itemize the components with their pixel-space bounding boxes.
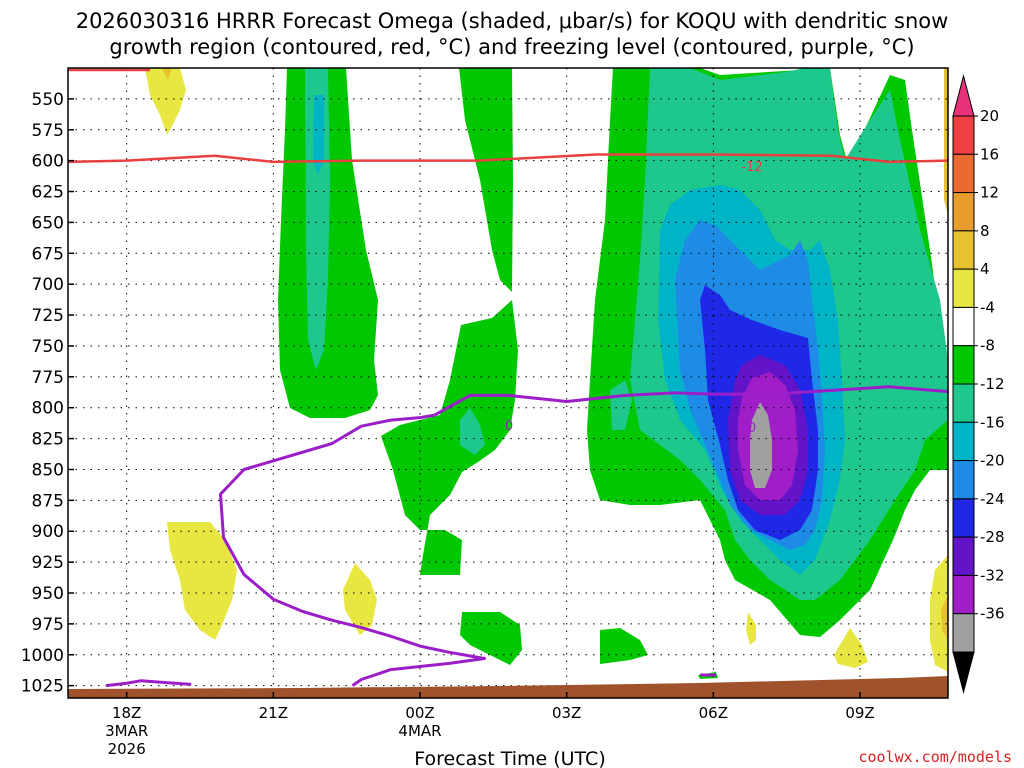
y-tick-label: 600	[32, 152, 64, 172]
omega-region-orange-1	[162, 68, 172, 80]
x-tick-label: 21Z	[259, 704, 288, 722]
omega-region-orange-6	[941, 595, 948, 640]
x-tick-label: 18Z	[112, 704, 141, 722]
colorbar-swatch	[952, 306, 975, 347]
plot-frame	[67, 67, 949, 699]
credit-text: coolwx.com/models	[858, 748, 1012, 766]
colorbar-label: -12	[980, 375, 1005, 393]
ground-surface	[68, 676, 948, 698]
y-tick-label: 675	[32, 244, 64, 264]
y-tick-label: 975	[32, 615, 64, 635]
freezing-level-0C-main-pressure-line	[433, 385, 948, 417]
y-tick-label: 800	[32, 399, 64, 419]
freezing-level-0C-surface-pressure-line	[105, 679, 192, 688]
y-tick-label: 825	[32, 430, 64, 450]
colorbar-label: -4	[980, 298, 995, 316]
omega-region-yellow-6	[930, 555, 948, 672]
colorbar-label: 20	[980, 107, 999, 125]
y-tick-label: 1000	[21, 646, 64, 666]
colorbar-swatch	[952, 613, 975, 653]
omega-region-yellow-5	[834, 628, 868, 668]
colorbar-label: -16	[980, 413, 1005, 431]
colorbar-swatch	[952, 498, 975, 538]
omega-region-green-f	[600, 628, 648, 664]
colorbar-label: 12	[980, 184, 999, 202]
colorbar-swatch	[952, 230, 975, 270]
omega-field	[145, 68, 948, 679]
colorbar-label: -24	[980, 490, 1005, 508]
y-tick-label: 925	[32, 553, 64, 573]
y-tick-label: 850	[32, 460, 64, 480]
colorbar-label: -8	[980, 337, 995, 355]
y-axis: 550 575 600 625 650 675 700 725 750 775 800 825 850 8…	[21, 90, 74, 697]
y-tick-label: 1025	[21, 677, 64, 697]
x-tick-sublabel-date: 3MAR	[105, 722, 148, 740]
colorbar-swatch	[952, 115, 975, 155]
dgz-minus12C-pressure-line	[68, 153, 948, 164]
omega-region-cyan-a	[313, 95, 324, 175]
contour-lines	[68, 68, 948, 688]
omega-region-gray-d	[750, 402, 772, 488]
omega-region-green-e	[460, 612, 522, 665]
y-tick-label: 550	[32, 90, 64, 110]
colorbar-swatch	[952, 421, 975, 462]
y-tick-label: 950	[32, 584, 64, 604]
colorbar-label: -36	[980, 605, 1005, 623]
omega-region-yellow-top-right	[944, 68, 948, 215]
colorbar-swatch	[952, 460, 975, 500]
colorbar-swatch-top-arrow	[952, 74, 975, 117]
y-tick-label: 900	[32, 522, 64, 542]
x-tick-sublabel-date: 4MAR	[398, 722, 441, 740]
colorbar: 20 16 12 8 4 -4 -8 -12 -16 -20 -24 -28 -32 -36	[952, 74, 1005, 694]
omega-region-teal-c	[460, 408, 485, 455]
colorbar-label: -28	[980, 528, 1005, 546]
colorbar-swatch-bottom-arrow	[952, 651, 975, 694]
colorbar-swatch	[952, 536, 975, 576]
y-tick-label: 725	[32, 306, 64, 326]
omega-region-yellow-3	[343, 563, 377, 635]
colorbar-swatch	[952, 268, 975, 308]
y-tick-label: 625	[32, 183, 64, 203]
omega-region-green-c	[381, 300, 518, 575]
freezing-contour-label-2: 0	[748, 421, 756, 436]
freezing-level-0C-lower-pressure-line	[219, 413, 486, 687]
colorbar-label: 16	[980, 145, 999, 163]
y-tick-label: 750	[32, 337, 64, 357]
chart-title: 2026030316 HRRR Forecast Omega (shaded, …	[76, 9, 949, 33]
colorbar-label: 8	[980, 222, 990, 240]
colorbar-swatch	[952, 153, 975, 194]
x-axis-title: Forecast Time (UTC)	[414, 748, 605, 768]
colorbar-label: -32	[980, 566, 1005, 584]
colorbar-swatch	[952, 192, 975, 232]
y-tick-label: 875	[32, 491, 64, 511]
colorbar-label: -20	[980, 452, 1005, 470]
omega-region-yellow-1	[145, 68, 186, 135]
colorbar-swatch	[952, 383, 975, 423]
x-tick-sublabel-year: 2026	[108, 740, 146, 758]
omega-region-green-b	[459, 68, 513, 292]
x-gridlines	[126, 68, 861, 698]
y-tick-label: 575	[32, 121, 64, 141]
freezing-contour-label: 0	[505, 419, 513, 434]
x-tick-label: 00Z	[405, 704, 434, 722]
omega-region-yellow-4	[746, 612, 756, 645]
chart-subtitle: growth region (contoured, red, °C) and f…	[109, 35, 914, 59]
dgz-contour-label: -12	[741, 160, 762, 175]
colorbar-swatch	[952, 574, 975, 615]
x-tick-label: 03Z	[552, 704, 581, 722]
x-tick-label: 06Z	[699, 704, 728, 722]
y-tick-label: 650	[32, 213, 64, 233]
colorbar-label: 4	[980, 260, 990, 278]
y-tick-label: 775	[32, 368, 64, 388]
y-tick-label: 700	[32, 275, 64, 295]
colorbar-swatch	[952, 345, 975, 385]
omega-region-yellow-2	[167, 522, 237, 640]
x-tick-label: 09Z	[845, 704, 874, 722]
omega-region-teal-e	[610, 380, 632, 430]
